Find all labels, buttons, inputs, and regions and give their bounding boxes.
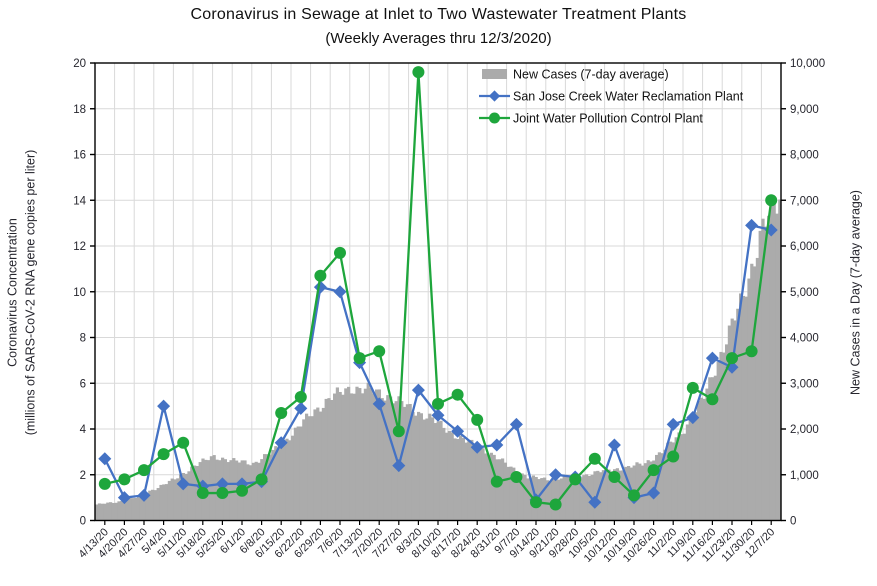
svg-text:10: 10 bbox=[73, 287, 86, 299]
svg-text:8: 8 bbox=[80, 333, 86, 345]
svg-text:10,000: 10,000 bbox=[790, 58, 825, 70]
svg-text:12: 12 bbox=[73, 241, 86, 253]
chart-title: Coronavirus in Sewage at Inlet to Two Wa… bbox=[190, 6, 687, 23]
svg-text:0: 0 bbox=[80, 516, 86, 528]
svg-text:0: 0 bbox=[790, 516, 796, 528]
svg-text:7,000: 7,000 bbox=[790, 195, 819, 207]
svg-text:18: 18 bbox=[73, 104, 86, 116]
svg-text:20: 20 bbox=[73, 58, 86, 70]
left-axis-title-line2: (millions of SARS-CoV-2 RNA gene copies … bbox=[23, 149, 38, 436]
legend-item-san-jose-creek: San Jose Creek Water Reclamation Plant bbox=[479, 90, 744, 104]
svg-text:16: 16 bbox=[73, 150, 86, 162]
svg-text:14: 14 bbox=[73, 195, 86, 207]
svg-text:9,000: 9,000 bbox=[790, 104, 819, 116]
svg-text:3,000: 3,000 bbox=[790, 378, 819, 390]
chart-subtitle: (Weekly Averages thru 12/3/2020) bbox=[325, 30, 552, 47]
svg-text:6: 6 bbox=[80, 378, 86, 390]
legend-item-joint-water: Joint Water Pollution Control Plant bbox=[479, 112, 703, 126]
new-cases-bars bbox=[95, 196, 782, 521]
diamond-marker-icon bbox=[488, 90, 501, 102]
svg-text:San Jose Creek Water Reclamati: San Jose Creek Water Reclamation Plant bbox=[513, 90, 744, 104]
svg-text:5,000: 5,000 bbox=[790, 287, 819, 299]
svg-text:1,000: 1,000 bbox=[790, 470, 819, 482]
svg-text:2: 2 bbox=[80, 470, 86, 482]
legend-item-new-cases: New Cases (7-day average) bbox=[482, 68, 669, 82]
right-axis-title: New Cases in a Day (7-day average) bbox=[848, 190, 863, 395]
series-joint-water bbox=[98, 66, 778, 511]
svg-text:8,000: 8,000 bbox=[790, 150, 819, 162]
new-cases-swatch-icon bbox=[482, 69, 507, 79]
svg-text:Joint Water Pollution Control: Joint Water Pollution Control Plant bbox=[513, 112, 703, 126]
svg-text:4,000: 4,000 bbox=[790, 333, 819, 345]
svg-text:2,000: 2,000 bbox=[790, 424, 819, 436]
svg-text:6,000: 6,000 bbox=[790, 241, 819, 253]
circle-marker-icon bbox=[489, 112, 500, 124]
svg-text:4: 4 bbox=[80, 424, 87, 436]
left-axis-title-line1: Coronavirus Concentration bbox=[5, 218, 20, 367]
svg-text:New Cases (7-day average): New Cases (7-day average) bbox=[513, 68, 669, 82]
legend: New Cases (7-day average) San Jose Creek … bbox=[479, 68, 744, 126]
